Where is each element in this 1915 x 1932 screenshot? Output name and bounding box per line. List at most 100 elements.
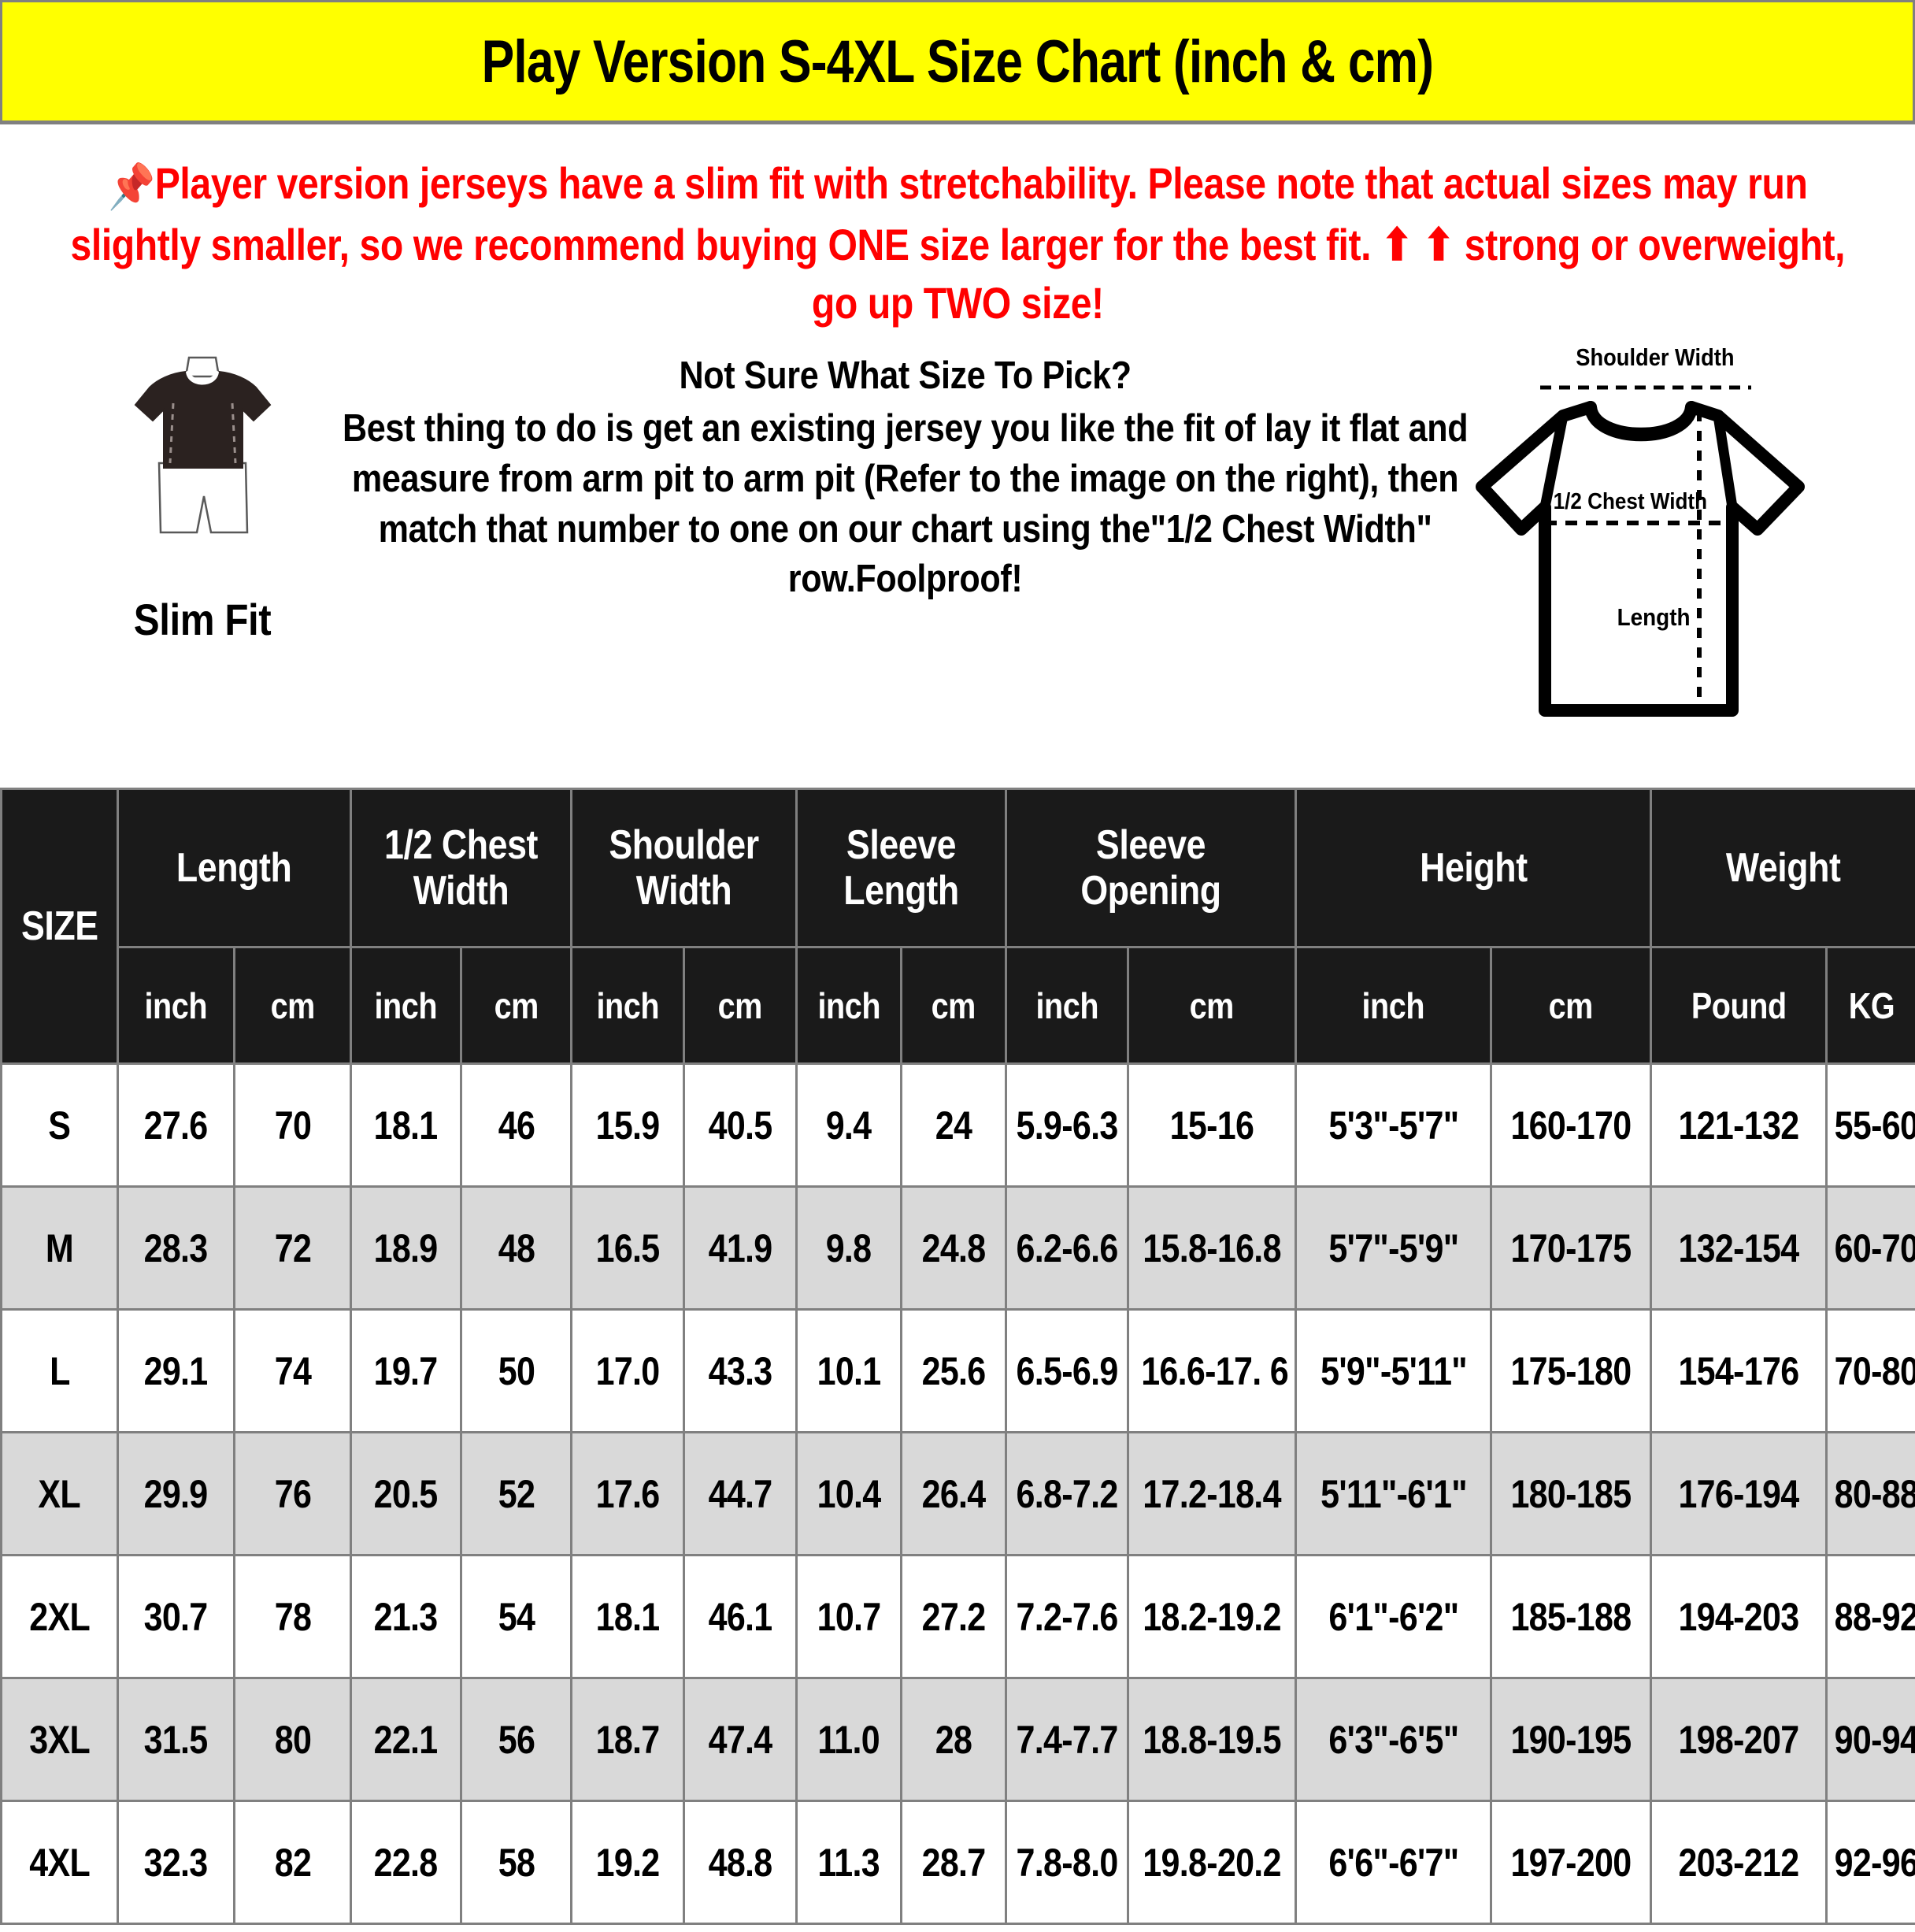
- cell-value: 9.4: [795, 1062, 903, 1188]
- cell-value: 31.5: [117, 1677, 235, 1802]
- tshirt-icon: Shoulder Width 1/2 Chest Width Length: [1476, 344, 1805, 717]
- cell-value: 5.9-6.3: [1005, 1062, 1130, 1188]
- cell-value: 6'1"-6'2": [1295, 1554, 1493, 1679]
- cell-value: 15-16: [1127, 1062, 1298, 1188]
- cell-value: 46.1: [683, 1554, 798, 1679]
- cell-value: 11.0: [795, 1677, 903, 1802]
- cell-value: 72: [232, 1185, 353, 1311]
- cell-value: 28.3: [117, 1185, 235, 1311]
- cell-value: 25.6: [900, 1308, 1008, 1433]
- cell-value: 21.3: [350, 1554, 463, 1679]
- table-body: S 27.6 70 18.1 46 15.9 40.5 9.4 24 5.9-6.3 15-16 5'…: [0, 1062, 1915, 1925]
- cell-size: 3XL: [0, 1677, 119, 1802]
- cell-value: 132-154: [1650, 1185, 1828, 1311]
- cell-size: S: [0, 1062, 119, 1188]
- cell-value: 6.5-6.9: [1005, 1308, 1130, 1433]
- cell-value: 6'3"-6'5": [1295, 1677, 1493, 1802]
- cell-value: 6'6"-6'7": [1295, 1800, 1493, 1925]
- header-unit-weight-pound: Pound: [1650, 946, 1828, 1065]
- header-unit-shoulder-cm: cm: [683, 946, 798, 1065]
- cell-value: 18.9: [350, 1185, 463, 1311]
- cell-value: 176-194: [1650, 1431, 1828, 1556]
- cell-value: 24.8: [900, 1185, 1008, 1311]
- cell-value: 9.8: [795, 1185, 903, 1311]
- notice-line-2b: strong or overweight, go: [811, 219, 1846, 328]
- pushpin-icon: 📌: [107, 161, 155, 211]
- header-group-shoulder-width: Shoulder Width: [570, 788, 798, 948]
- slim-fit-label: Slim Fit: [133, 594, 272, 644]
- cell-value: 78: [232, 1554, 353, 1679]
- instructions-question: Not Sure What Size To Pick?: [679, 354, 1132, 397]
- page-title: Play Version S-4XL Size Chart (inch & cm…: [481, 28, 1434, 95]
- cell-value: 17.6: [570, 1431, 686, 1556]
- cell-value: 16.6-17. 6: [1127, 1308, 1298, 1433]
- notice-line-3: up TWO size!: [867, 277, 1104, 328]
- cell-value: 56: [460, 1677, 573, 1802]
- cell-value: 43.3: [683, 1308, 798, 1433]
- header-unit-length-inch: inch: [117, 946, 235, 1065]
- cell-value: 27.2: [900, 1554, 1008, 1679]
- cell-value: 19.8-20.2: [1127, 1800, 1298, 1925]
- mannequin-icon: [134, 356, 272, 533]
- cell-value: 17.2-18.4: [1127, 1431, 1298, 1556]
- cell-value: 90-94: [1825, 1677, 1915, 1802]
- cell-value: 121-132: [1650, 1062, 1828, 1188]
- header-unit-sleeve-length-cm: cm: [900, 946, 1008, 1065]
- cell-value: 175-180: [1490, 1308, 1653, 1433]
- cell-value: 6.8-7.2: [1005, 1431, 1130, 1556]
- cell-value: 22.8: [350, 1800, 463, 1925]
- cell-value: 28.7: [900, 1800, 1008, 1925]
- cell-value: 190-195: [1490, 1677, 1653, 1802]
- cell-value: 70-80: [1825, 1308, 1915, 1433]
- table-row: L 29.1 74 19.7 50 17.0 43.3 10.1 25.6 6.5-6.9 16.6…: [0, 1308, 1915, 1433]
- header-unit-sleeve-opening-cm: cm: [1127, 946, 1298, 1065]
- cell-value: 29.9: [117, 1431, 235, 1556]
- cell-value: 50: [460, 1308, 573, 1433]
- cell-value: 170-175: [1490, 1185, 1653, 1311]
- cell-value: 154-176: [1650, 1308, 1828, 1433]
- cell-value: 15.8-16.8: [1127, 1185, 1298, 1311]
- cell-value: 70: [232, 1062, 353, 1188]
- group-header-row: SIZE Length 1/2 Chest Width Shoulder Wid…: [0, 788, 1915, 1065]
- cell-size: XL: [0, 1431, 119, 1556]
- cell-value: 5'3"-5'7": [1295, 1062, 1493, 1188]
- cell-value: 74: [232, 1308, 353, 1433]
- cell-value: 29.1: [117, 1308, 235, 1433]
- cell-value: 76: [232, 1431, 353, 1556]
- half-chest-width-label: 1/2 Chest Width: [1554, 488, 1707, 514]
- cell-value: 15.9: [570, 1062, 686, 1188]
- header-unit-height-cm: cm: [1490, 946, 1653, 1065]
- table-row: 4XL 32.3 82 22.8 58 19.2 48.8 11.3 28.7 7.8-8.0 19…: [0, 1800, 1915, 1925]
- tshirt-measure-diagram: Shoulder Width 1/2 Chest Width Length: [1458, 332, 1852, 726]
- up-arrow-icon-1: ⬆: [1380, 219, 1413, 269]
- cell-value: 54: [460, 1554, 573, 1679]
- cell-value: 180-185: [1490, 1431, 1653, 1556]
- cell-value: 92-96: [1825, 1800, 1915, 1925]
- size-table-wrapper: SIZE Length 1/2 Chest Width Shoulder Wid…: [0, 788, 1915, 1925]
- cell-value: 55-60: [1825, 1062, 1915, 1188]
- cell-value: 5'7"-5'9": [1295, 1185, 1493, 1311]
- cell-size: M: [0, 1185, 119, 1311]
- cell-value: 10.4: [795, 1431, 903, 1556]
- header-group-sleeve-length: Sleeve Length: [795, 788, 1008, 948]
- cell-value: 22.1: [350, 1677, 463, 1802]
- cell-value: 24: [900, 1062, 1008, 1188]
- cell-value: 47.4: [683, 1677, 798, 1802]
- cell-value: 11.3: [795, 1800, 903, 1925]
- cell-size: 4XL: [0, 1800, 119, 1925]
- cell-value: 19.7: [350, 1308, 463, 1433]
- up-arrow-icon-2: ⬆: [1422, 219, 1454, 269]
- cell-value: 5'9"-5'11": [1295, 1308, 1493, 1433]
- header-group-length: Length: [116, 788, 353, 948]
- illustration-row: Slim Fit Not Sure What Size To Pick? Bes…: [0, 340, 1915, 717]
- cell-value: 7.4-7.7: [1005, 1677, 1130, 1802]
- cell-value: 80-88: [1825, 1431, 1915, 1556]
- cell-value: 41.9: [683, 1185, 798, 1311]
- cell-value: 6.2-6.6: [1005, 1185, 1130, 1311]
- cell-value: 160-170: [1490, 1062, 1653, 1188]
- table-row: 3XL 31.5 80 22.1 56 18.7 47.4 11.0 28 7.4-7.7 18.8…: [0, 1677, 1915, 1802]
- cell-value: 17.0: [570, 1308, 686, 1433]
- header-group-height: Height: [1295, 788, 1653, 948]
- header-group-sleeve-opening: Sleeve Opening: [1005, 788, 1298, 948]
- header-unit-half-chest-cm: cm: [460, 946, 573, 1065]
